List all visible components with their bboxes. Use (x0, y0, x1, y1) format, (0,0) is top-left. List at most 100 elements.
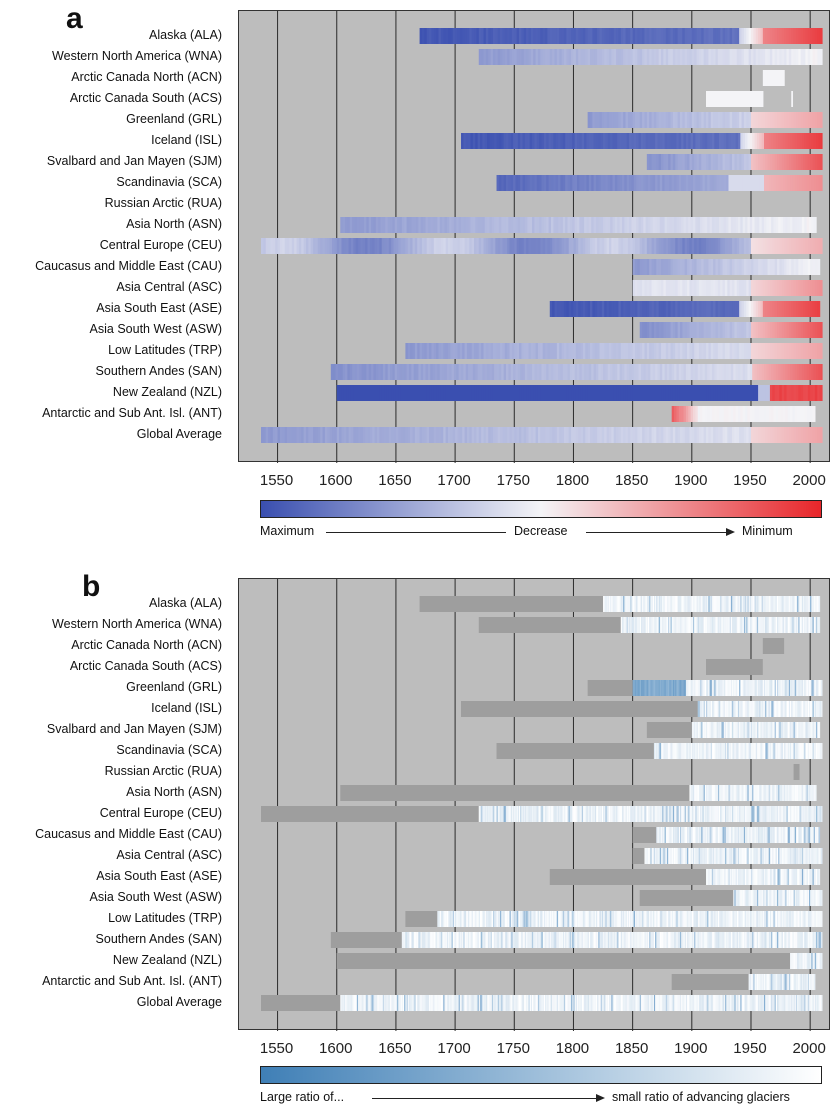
heat-cell (584, 364, 588, 380)
heat-cell (697, 133, 701, 149)
heat-cell (694, 427, 698, 443)
heat-cell (687, 238, 691, 254)
ratio-cell (803, 596, 805, 612)
ratio-cell (780, 785, 783, 801)
heat-cell (727, 28, 731, 44)
heat-cell (455, 238, 459, 254)
heat-cell (507, 238, 511, 254)
ratio-cell (652, 680, 655, 696)
heat-cell (282, 427, 286, 443)
ratio-cell (663, 680, 666, 696)
heat-cell (678, 175, 682, 191)
heat-cell (739, 28, 743, 44)
ratio-cell (791, 743, 793, 759)
heat-cell (567, 175, 571, 191)
heat-cell (734, 91, 738, 107)
ratio-cell (720, 680, 722, 696)
heat-cell (452, 28, 456, 44)
heat-cell (633, 175, 637, 191)
heat-cell (503, 364, 507, 380)
heat-cell (421, 28, 425, 44)
heat-cell (604, 28, 608, 44)
ratio-cell (778, 596, 780, 612)
ratio-cell (678, 806, 681, 822)
heat-cell (310, 238, 314, 254)
ratio-cell (439, 911, 442, 927)
heat-cell (333, 364, 337, 380)
heat-cell (612, 133, 616, 149)
heat-cell (689, 385, 693, 401)
heat-cell (655, 364, 659, 380)
heat-cell (608, 112, 612, 128)
ratio-cell (573, 806, 576, 822)
ratio-cell (662, 806, 664, 822)
heat-cell (720, 301, 724, 317)
heat-cell (320, 427, 324, 443)
ratio-cell (805, 722, 808, 738)
ratio-cell (794, 806, 797, 822)
heat-cell (597, 112, 601, 128)
ratio-cell (606, 932, 609, 948)
ratio-cell (614, 932, 617, 948)
heat-cell (637, 49, 641, 65)
ratio-cell (552, 806, 554, 822)
ratio-cell (739, 911, 741, 927)
heat-cell (627, 385, 631, 401)
ratio-cell (737, 596, 740, 612)
ratio-cell (732, 743, 734, 759)
ratio-cell (687, 848, 689, 864)
ratio-cell (681, 911, 683, 927)
heat-cell (805, 280, 809, 296)
ratio-cell (668, 596, 670, 612)
heat-cell (703, 427, 707, 443)
ratio-cell (678, 827, 681, 843)
heat-cell (683, 406, 687, 422)
heat-cell (403, 385, 406, 401)
ratio-cell (665, 617, 668, 633)
heat-cell (608, 427, 612, 443)
heat-cell (755, 154, 759, 170)
heat-cell (526, 238, 530, 254)
ratio-cell (722, 785, 725, 801)
ratio-cell (635, 932, 637, 948)
heat-cell (545, 28, 549, 44)
ratio-cell (559, 806, 561, 822)
heat-cell (504, 427, 508, 443)
ratio-cell (651, 848, 654, 864)
heat-cell (750, 91, 754, 107)
heat-cell (814, 259, 818, 275)
heat-cell (663, 49, 667, 65)
heat-cell (289, 427, 293, 443)
ratio-cell (733, 827, 735, 843)
ratio-cell (619, 932, 622, 948)
heat-cell (588, 133, 592, 149)
heat-cell (756, 406, 760, 422)
ratio-cell (766, 869, 769, 885)
ratio-cell (807, 890, 810, 906)
heat-cell (385, 217, 389, 233)
ratio-cell (561, 932, 564, 948)
ratio-cell (703, 806, 706, 822)
ratio-cell (779, 932, 782, 948)
ratio-cell (579, 911, 582, 927)
heat-cell (429, 238, 433, 254)
ratio-cell (765, 722, 767, 738)
heat-cell (448, 343, 451, 359)
ratio-cell (723, 785, 726, 801)
ratio-cell (769, 722, 772, 738)
ratio-cell (490, 932, 493, 948)
heat-cell (685, 175, 689, 191)
ratio-cell (768, 911, 771, 927)
heat-cell (353, 385, 357, 401)
heat-cell (433, 343, 437, 359)
heat-cell (791, 343, 795, 359)
heat-cell (653, 259, 657, 275)
ratio-cell (723, 932, 726, 948)
heat-cell (607, 175, 611, 191)
heat-cell (469, 385, 473, 401)
ratio-cell (735, 806, 738, 822)
heat-cell (417, 238, 421, 254)
heat-cell (769, 259, 773, 275)
heat-cell (578, 301, 582, 317)
heat-cell (337, 364, 341, 380)
